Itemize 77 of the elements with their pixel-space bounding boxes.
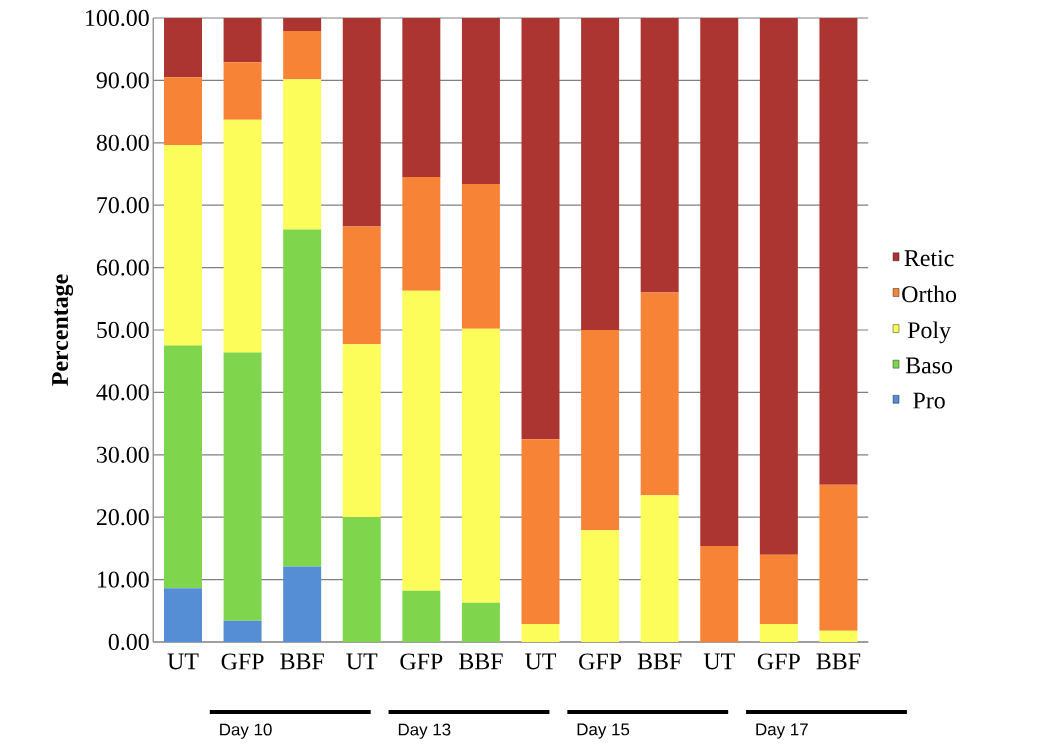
bar [164, 17, 202, 78]
x-tick-label: BBF [459, 653, 503, 670]
bar [640, 17, 679, 293]
y-tick-label: 10.00 [97, 571, 149, 588]
bar [223, 119, 262, 353]
bar [402, 590, 441, 642]
bar [521, 439, 560, 624]
bar [342, 17, 381, 227]
bar [342, 226, 381, 345]
bar [283, 31, 322, 80]
y-tick-label: 20.00 [96, 509, 149, 526]
x-tick-label: GFP [757, 653, 800, 670]
x-tick-label: UT [167, 653, 199, 670]
bar [581, 330, 620, 531]
legend-label: Pro [913, 392, 945, 409]
bar [640, 292, 679, 496]
bar [283, 229, 322, 567]
bar [164, 588, 202, 642]
legend-label: Retic [904, 250, 954, 267]
legend-label: Ortho [902, 285, 957, 303]
bar [819, 630, 858, 642]
y-tick-label: 100.00 [86, 9, 149, 27]
bar [461, 328, 500, 603]
text: Day 10 [220, 723, 272, 739]
bar [283, 17, 322, 32]
bar [700, 545, 739, 642]
bar [759, 623, 798, 642]
x-tick-label: BBF [816, 653, 861, 670]
text: Day 13 [398, 723, 451, 739]
bar [521, 17, 560, 440]
y-axis-title: Percentage [52, 274, 74, 386]
bar [759, 554, 798, 624]
y-tick-label: 70.00 [97, 197, 149, 214]
text: Day 17 [756, 723, 808, 739]
x-tick-label: UT [703, 653, 735, 670]
bar [342, 517, 381, 642]
y-tick-label: 30.00 [97, 446, 149, 463]
x-tick-label: UT [346, 653, 378, 670]
bar [283, 566, 322, 642]
y-tick-label: 80.00 [96, 134, 149, 151]
text: Day 15 [577, 723, 630, 739]
x-tick-label: UT [525, 653, 557, 670]
bar [461, 602, 500, 642]
bar [461, 183, 500, 329]
x-tick-label: BBF [637, 653, 682, 670]
y-tick-label: 90.00 [96, 72, 149, 89]
bar [581, 530, 620, 642]
y-tick-label: 0.00 [108, 633, 149, 651]
bar [700, 17, 739, 546]
bar [402, 177, 441, 291]
bar [759, 17, 798, 555]
bar [402, 17, 441, 178]
bar [164, 77, 202, 146]
y-tick-label: 50.00 [97, 321, 149, 339]
bar [223, 352, 262, 621]
x-tick-label: BBF [280, 653, 324, 670]
bar [581, 17, 620, 330]
bar [640, 495, 679, 642]
legend-label: Baso [905, 357, 953, 374]
bar [342, 344, 381, 518]
bar [461, 17, 500, 184]
bar [223, 62, 262, 120]
bar [521, 623, 560, 642]
y-tick-label: 60.00 [96, 259, 149, 276]
x-tick-label: GFP [400, 653, 443, 670]
x-tick-label: GFP [579, 653, 622, 670]
bar [819, 17, 858, 485]
legend-label: Poly [907, 321, 951, 344]
bar [223, 17, 262, 63]
bar [402, 290, 441, 591]
bar [283, 79, 322, 230]
bar [164, 145, 202, 346]
bar [819, 484, 858, 631]
y-tick-label: 40.00 [96, 384, 149, 401]
bar [223, 620, 262, 642]
x-tick-label: GFP [221, 653, 264, 670]
bar [164, 345, 202, 589]
